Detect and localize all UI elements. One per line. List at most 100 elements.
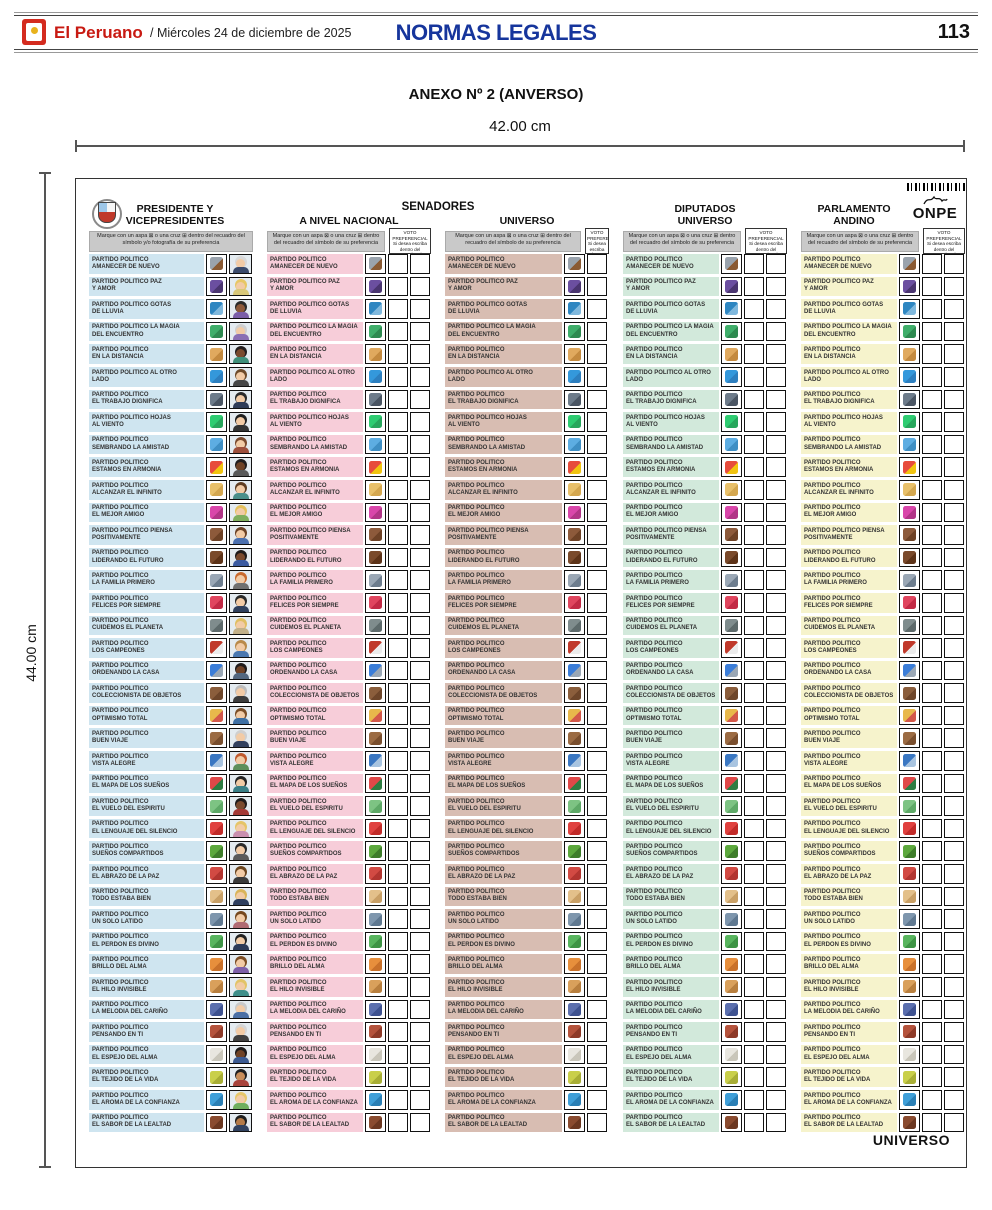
party-symbol-box[interactable]: [721, 276, 742, 297]
party-symbol-box[interactable]: [206, 592, 227, 613]
preferential-vote-box[interactable]: [766, 570, 786, 590]
preferential-vote-box[interactable]: [922, 638, 942, 658]
preferential-vote-box[interactable]: [587, 931, 607, 952]
party-symbol-box[interactable]: [564, 592, 585, 613]
party-symbol-box[interactable]: [206, 886, 227, 907]
party-symbol-box[interactable]: [721, 1112, 742, 1133]
party-symbol-box[interactable]: [365, 886, 386, 907]
preferential-vote-box[interactable]: [922, 412, 942, 432]
preferential-vote-box[interactable]: [922, 1022, 942, 1042]
preferential-vote-box[interactable]: [587, 1112, 607, 1133]
preferential-vote-box[interactable]: [944, 864, 964, 884]
preferential-vote-box[interactable]: [587, 1089, 607, 1110]
party-symbol-box[interactable]: [721, 886, 742, 907]
preferential-vote-box[interactable]: [388, 1089, 408, 1110]
candidate-photo[interactable]: [229, 660, 252, 681]
preferential-vote-box[interactable]: [587, 412, 607, 432]
candidate-photo[interactable]: [229, 321, 252, 342]
party-symbol-box[interactable]: [564, 321, 585, 342]
preferential-vote-box[interactable]: [922, 705, 942, 726]
party-symbol-box[interactable]: [365, 931, 386, 952]
preferential-vote-box[interactable]: [766, 321, 786, 342]
preferential-vote-box[interactable]: [766, 457, 786, 477]
preferential-vote-box[interactable]: [388, 276, 408, 297]
preferential-vote-box[interactable]: [766, 389, 786, 410]
party-symbol-box[interactable]: [206, 841, 227, 862]
party-symbol-box[interactable]: [721, 638, 742, 658]
party-symbol-box[interactable]: [899, 796, 920, 816]
party-symbol-box[interactable]: [206, 615, 227, 636]
party-symbol-box[interactable]: [206, 1044, 227, 1065]
party-symbol-box[interactable]: [564, 909, 585, 929]
party-symbol-box[interactable]: [564, 977, 585, 997]
party-symbol-box[interactable]: [206, 977, 227, 997]
party-symbol-box[interactable]: [365, 525, 386, 545]
party-symbol-box[interactable]: [899, 864, 920, 884]
preferential-vote-box[interactable]: [744, 502, 764, 523]
preferential-vote-box[interactable]: [410, 1022, 430, 1042]
party-symbol-box[interactable]: [721, 525, 742, 545]
party-symbol-box[interactable]: [206, 570, 227, 590]
preferential-vote-box[interactable]: [922, 254, 942, 274]
party-symbol-box[interactable]: [365, 977, 386, 997]
party-symbol-box[interactable]: [899, 502, 920, 523]
preferential-vote-box[interactable]: [922, 1067, 942, 1087]
preferential-vote-box[interactable]: [410, 954, 430, 974]
party-symbol-box[interactable]: [206, 683, 227, 703]
preferential-vote-box[interactable]: [410, 344, 430, 364]
candidate-photo[interactable]: [229, 818, 252, 839]
preferential-vote-box[interactable]: [766, 773, 786, 794]
preferential-vote-box[interactable]: [922, 841, 942, 862]
preferential-vote-box[interactable]: [410, 660, 430, 681]
party-symbol-box[interactable]: [365, 1112, 386, 1133]
preferential-vote-box[interactable]: [744, 909, 764, 929]
preferential-vote-box[interactable]: [744, 683, 764, 703]
party-symbol-box[interactable]: [365, 276, 386, 297]
party-symbol-box[interactable]: [721, 321, 742, 342]
preferential-vote-box[interactable]: [388, 999, 408, 1020]
preferential-vote-box[interactable]: [587, 276, 607, 297]
preferential-vote-box[interactable]: [388, 705, 408, 726]
preferential-vote-box[interactable]: [922, 999, 942, 1020]
preferential-vote-box[interactable]: [388, 389, 408, 410]
party-symbol-box[interactable]: [365, 254, 386, 274]
preferential-vote-box[interactable]: [744, 276, 764, 297]
preferential-vote-box[interactable]: [587, 1022, 607, 1042]
preferential-vote-box[interactable]: [922, 321, 942, 342]
party-symbol-box[interactable]: [564, 457, 585, 477]
party-symbol-box[interactable]: [899, 412, 920, 432]
party-symbol-box[interactable]: [899, 818, 920, 839]
party-symbol-box[interactable]: [564, 1089, 585, 1110]
party-symbol-box[interactable]: [564, 547, 585, 568]
preferential-vote-box[interactable]: [410, 479, 430, 500]
preferential-vote-box[interactable]: [388, 909, 408, 929]
preferential-vote-box[interactable]: [944, 412, 964, 432]
candidate-photo[interactable]: [229, 909, 252, 929]
candidate-photo[interactable]: [229, 773, 252, 794]
party-symbol-box[interactable]: [564, 344, 585, 364]
party-symbol-box[interactable]: [206, 660, 227, 681]
candidate-photo[interactable]: [229, 389, 252, 410]
preferential-vote-box[interactable]: [587, 818, 607, 839]
preferential-vote-box[interactable]: [766, 1089, 786, 1110]
preferential-vote-box[interactable]: [388, 502, 408, 523]
party-symbol-box[interactable]: [721, 1022, 742, 1042]
candidate-photo[interactable]: [229, 254, 252, 274]
candidate-photo[interactable]: [229, 525, 252, 545]
party-symbol-box[interactable]: [721, 479, 742, 500]
preferential-vote-box[interactable]: [944, 366, 964, 387]
party-symbol-box[interactable]: [899, 434, 920, 455]
preferential-vote-box[interactable]: [922, 796, 942, 816]
preferential-vote-box[interactable]: [410, 683, 430, 703]
party-symbol-box[interactable]: [206, 525, 227, 545]
preferential-vote-box[interactable]: [744, 1022, 764, 1042]
party-symbol-box[interactable]: [365, 592, 386, 613]
party-symbol-box[interactable]: [564, 615, 585, 636]
preferential-vote-box[interactable]: [922, 1044, 942, 1065]
candidate-photo[interactable]: [229, 886, 252, 907]
preferential-vote-box[interactable]: [744, 344, 764, 364]
preferential-vote-box[interactable]: [744, 796, 764, 816]
preferential-vote-box[interactable]: [922, 592, 942, 613]
party-symbol-box[interactable]: [365, 728, 386, 749]
preferential-vote-box[interactable]: [922, 276, 942, 297]
